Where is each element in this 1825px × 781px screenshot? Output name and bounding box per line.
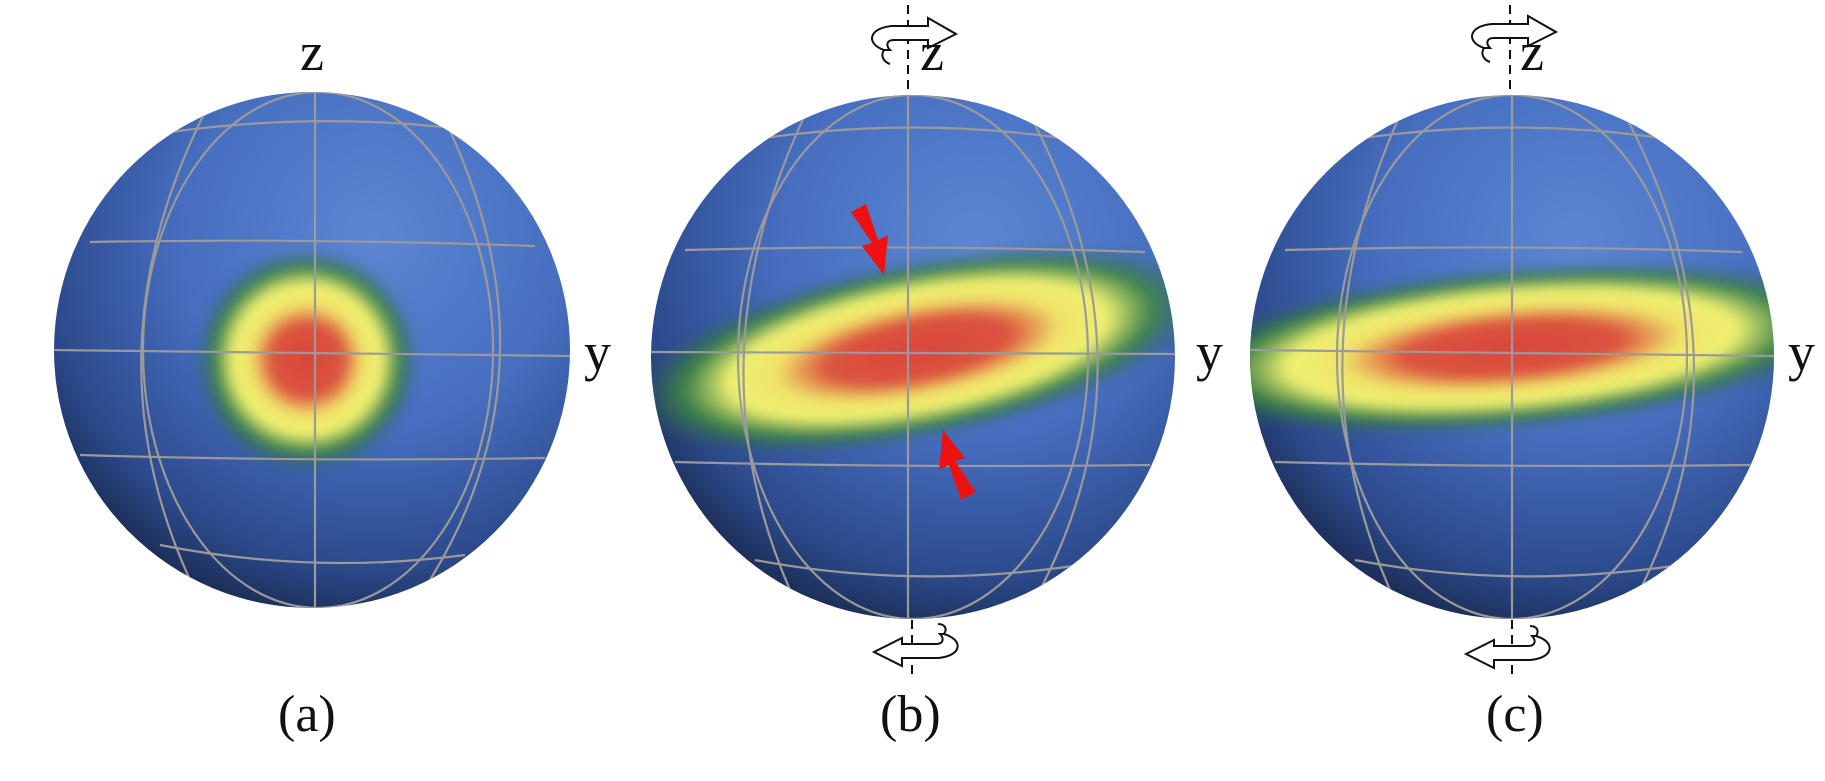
axis-label-y: y — [1788, 322, 1815, 382]
panel-b: z y (b) — [651, 5, 1223, 743]
caption-b: (b) — [880, 686, 941, 743]
caption-a: (a) — [278, 686, 336, 743]
panel-c: z y (c) — [1250, 5, 1815, 743]
axis-label-z: z — [300, 22, 324, 82]
caption-c: (c) — [1486, 686, 1544, 743]
axis-label-y: y — [584, 322, 611, 382]
squeeze-arrow-icon — [851, 204, 888, 275]
axis-label-y: y — [1196, 322, 1223, 382]
rotation-arrow-icon — [1471, 14, 1559, 63]
squeeze-arrow-icon — [939, 430, 976, 500]
squeezed-state-distribution — [651, 245, 1175, 455]
rotation-arrow-icon — [871, 16, 959, 65]
panel-a: z y (a) — [54, 22, 611, 743]
sphere-gridlines — [1250, 95, 1774, 619]
sphere-gridlines — [54, 92, 570, 608]
axis-label-z: z — [1520, 22, 1544, 82]
rotation-arrow-icon — [871, 623, 959, 668]
rotation-arrow-icon — [1463, 625, 1551, 670]
sphere-gridlines — [651, 95, 1175, 619]
axis-label-z: z — [920, 22, 944, 82]
coherent-state-distribution — [195, 248, 419, 472]
